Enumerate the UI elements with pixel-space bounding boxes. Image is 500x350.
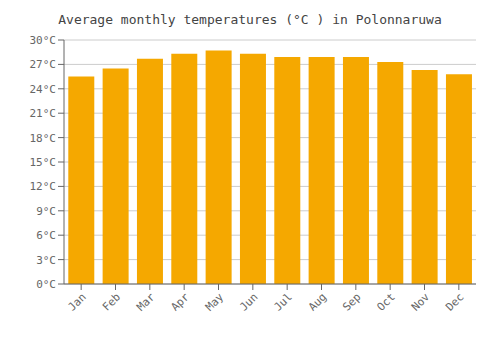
svg-text:0°C: 0°C	[36, 278, 56, 291]
svg-text:Apr: Apr	[169, 290, 193, 314]
svg-text:Jun: Jun	[237, 290, 260, 313]
svg-text:Mar: Mar	[134, 290, 158, 314]
svg-text:Sep: Sep	[340, 290, 363, 313]
svg-text:9°C: 9°C	[36, 205, 56, 218]
svg-text:Dec: Dec	[443, 290, 466, 313]
svg-text:21°C: 21°C	[30, 107, 57, 120]
svg-text:Jan: Jan	[66, 290, 89, 313]
svg-text:15°C: 15°C	[30, 156, 57, 169]
svg-text:27°C: 27°C	[30, 58, 57, 71]
svg-text:Oct: Oct	[375, 290, 398, 313]
svg-text:18°C: 18°C	[30, 132, 57, 145]
svg-text:24°C: 24°C	[30, 83, 57, 96]
svg-text:12°C: 12°C	[30, 180, 57, 193]
svg-text:Jul: Jul	[272, 290, 295, 313]
svg-text:Nov: Nov	[409, 290, 433, 314]
svg-text:30°C: 30°C	[30, 34, 57, 47]
svg-text:Aug: Aug	[306, 290, 329, 313]
html-text:Average monthly temperatures (: Average monthly temperatures (°C ) in Po…	[58, 12, 442, 27]
svg-text:3°C: 3°C	[36, 254, 56, 267]
svg-text:May: May	[203, 290, 227, 314]
svg-text:6°C: 6°C	[36, 229, 56, 242]
svg-text:Feb: Feb	[100, 290, 123, 313]
